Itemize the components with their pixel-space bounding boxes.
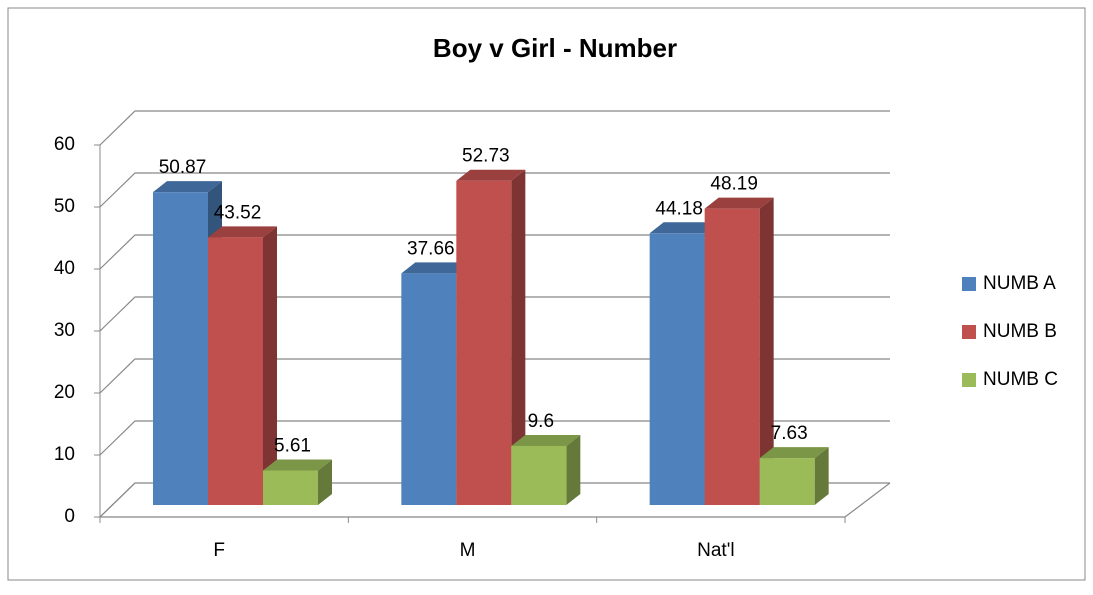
data-label: 43.52: [214, 202, 262, 223]
y-tick-label: 50: [54, 196, 75, 217]
bar-front: [208, 237, 263, 506]
bar: [456, 169, 526, 505]
y-tick-label: 30: [54, 320, 75, 341]
bar: [263, 459, 332, 505]
legend-swatch: [962, 325, 976, 339]
data-label: 5.61: [274, 436, 311, 457]
chart-title: Boy v Girl - Number: [433, 33, 677, 63]
data-label: 9.6: [528, 411, 554, 432]
grid-line: [99, 482, 890, 518]
grid-line: [99, 172, 890, 208]
bar-top: [456, 169, 526, 181]
data-label: 52.73: [462, 146, 510, 167]
grid-line: [99, 358, 890, 394]
bar-front: [401, 273, 457, 505]
bar-front: [759, 458, 815, 505]
y-tick-label: 40: [54, 258, 75, 279]
legend-swatch: [962, 277, 976, 291]
y-tick-label: 0: [64, 506, 75, 527]
bar: [759, 447, 829, 505]
grid-line: [99, 234, 890, 270]
x-tick-label: Nat'l: [697, 540, 734, 561]
x-tick-label: F: [213, 540, 225, 561]
bar-front: [153, 192, 208, 505]
bar: [704, 197, 774, 505]
bar-top: [401, 262, 471, 274]
y-tick-label: 20: [54, 382, 75, 403]
bar-top: [759, 447, 829, 459]
bar-top: [208, 226, 277, 238]
bar-top: [511, 434, 581, 446]
bar-front: [456, 180, 512, 505]
bar-front: [263, 470, 318, 505]
y-tick-label: 60: [54, 134, 75, 155]
data-label: 37.66: [407, 238, 455, 259]
bar: [511, 434, 581, 505]
bar-side: [814, 447, 829, 505]
bar-side: [759, 197, 774, 505]
data-label: 50.87: [159, 157, 207, 178]
legend-label: NUMB A: [983, 273, 1056, 294]
legend-label: NUMB C: [983, 369, 1058, 390]
data-label: 7.63: [771, 423, 808, 444]
bar-top: [263, 459, 332, 471]
y-tick-label: 10: [54, 444, 75, 465]
bar-top: [153, 181, 222, 193]
bar-top: [649, 222, 719, 234]
data-label: 44.18: [655, 198, 703, 219]
legend-swatch: [962, 373, 976, 387]
grid-line: [99, 296, 890, 332]
bar-side: [566, 434, 581, 505]
bar-side: [511, 169, 526, 505]
grid-line: [99, 420, 890, 456]
legend-label: NUMB B: [983, 321, 1057, 342]
bar-front: [649, 233, 705, 505]
bar-side: [263, 226, 277, 506]
data-label: 48.19: [710, 174, 758, 195]
bar: [208, 226, 277, 506]
bar-top: [704, 197, 774, 209]
grid-line: [99, 110, 890, 146]
bar-front: [511, 445, 567, 505]
x-tick-label: M: [460, 540, 476, 561]
bar-front: [704, 208, 760, 505]
bar-side: [318, 459, 332, 505]
